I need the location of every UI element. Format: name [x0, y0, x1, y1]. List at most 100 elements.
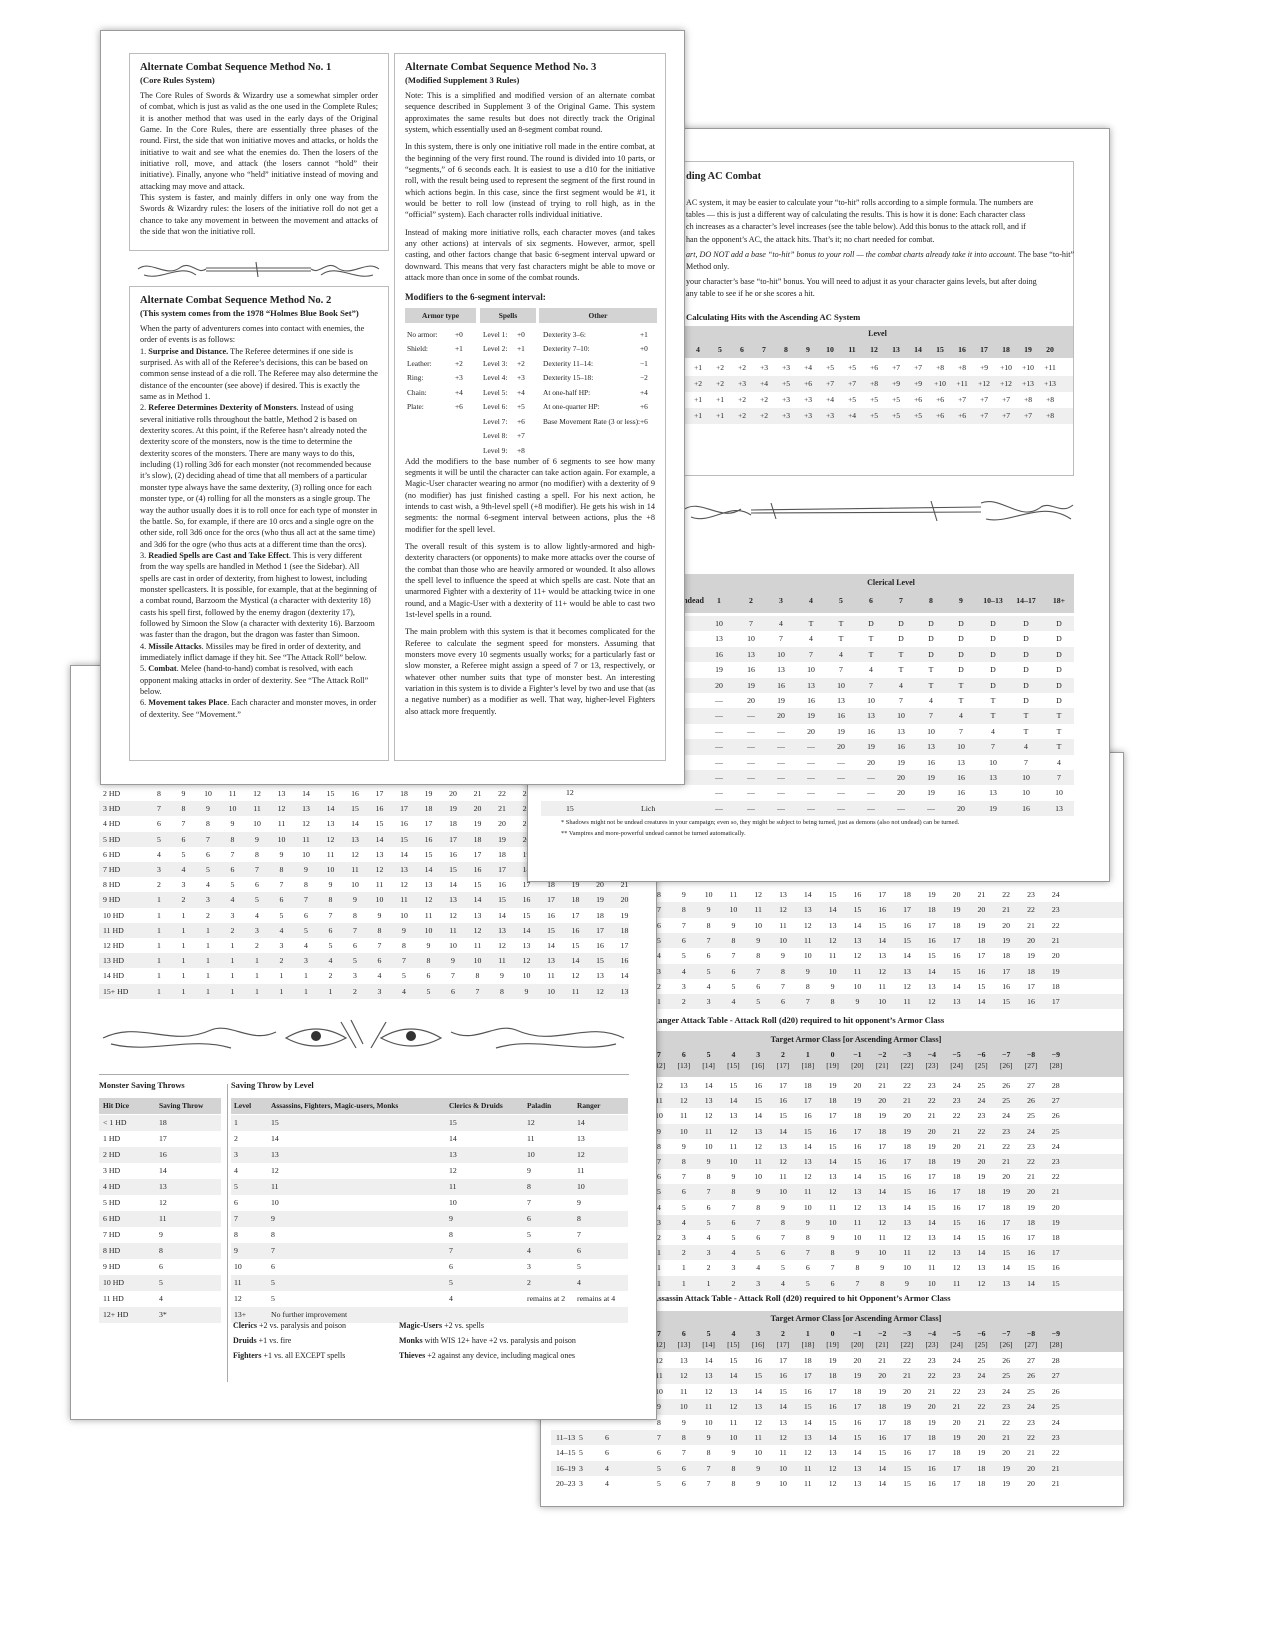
- table-cell: 18: [596, 910, 604, 920]
- table-cell: 2: [527, 1278, 531, 1287]
- table-cell: 7: [271, 1246, 275, 1255]
- table-cell: 22: [1002, 1141, 1011, 1151]
- table-cell: 12: [679, 1096, 688, 1106]
- table-cell: −4: [927, 1329, 936, 1338]
- table-cell: 10 HD: [103, 1278, 125, 1287]
- table-cell: 10: [828, 966, 837, 976]
- table-cell: —: [747, 711, 755, 721]
- table-cell: 13: [853, 1187, 862, 1197]
- table-cell: 4: [959, 711, 963, 721]
- table-cell: 9: [805, 966, 810, 976]
- other-cell: −2: [640, 373, 648, 382]
- table-cell: 16: [400, 819, 408, 829]
- table-cell: 3: [779, 596, 783, 605]
- table-cell: 12: [952, 1263, 961, 1273]
- table-cell: 25: [1051, 1402, 1060, 1412]
- table-cell: 2 HD: [103, 1150, 121, 1159]
- table-cell: 11: [302, 834, 310, 844]
- table-cell: 26: [1002, 1356, 1011, 1365]
- table-cell: 6: [230, 865, 235, 874]
- table-cell: 6: [681, 1479, 686, 1489]
- table-cell: 11: [754, 1157, 762, 1166]
- table-cell: 9: [905, 1278, 909, 1288]
- table-cell: 11: [449, 925, 457, 935]
- table-cell: 6: [234, 1198, 238, 1207]
- table-cell: 15: [977, 981, 986, 991]
- table-cell: 10: [897, 711, 905, 721]
- table-cell: 11: [473, 941, 482, 950]
- table-cell: —: [747, 742, 755, 752]
- table-cell: 12: [729, 1126, 738, 1136]
- table-cell: 10: [777, 649, 785, 659]
- table-cell: 5: [230, 880, 235, 890]
- table-cell: 20: [498, 819, 506, 829]
- table-cell: 1: [255, 986, 259, 996]
- table-cell: 8: [805, 1233, 810, 1242]
- table-cell: [19]: [826, 1340, 839, 1349]
- table-cell: 15: [828, 1417, 837, 1427]
- table-cell: 18: [828, 1371, 837, 1381]
- table-cell: 9: [830, 981, 835, 991]
- bonus-magic-users: Magic-Users +2 vs. spells: [399, 1321, 484, 1330]
- table-cell: 2: [781, 1329, 785, 1338]
- table-row: [12] [13] [14] [15] [16] [17] [18] [19] [20] [21]…: [641, 1060, 1123, 1071]
- table-cell: 5: [449, 1278, 453, 1287]
- table-cell: T: [838, 634, 844, 644]
- table-cell: 4 HD: [103, 1182, 121, 1191]
- table-cell: 21: [1051, 1463, 1060, 1473]
- bonus-thieves: Thieves +2 against any device, including…: [399, 1351, 576, 1360]
- table-cell: 12: [779, 905, 787, 915]
- table-cell: 1: [279, 986, 284, 996]
- table-cell: D: [1023, 619, 1029, 628]
- table-cell: 2: [279, 956, 284, 966]
- table-cell: 1: [181, 971, 186, 981]
- table-cell: −5: [952, 1329, 961, 1338]
- table-cell: 7: [869, 680, 873, 690]
- table-cell: 18: [400, 789, 408, 798]
- table-cell: 13: [803, 1157, 812, 1166]
- table-cell: 8: [929, 596, 933, 605]
- mst-header-hit-dice: Hit Dice: [103, 1101, 130, 1110]
- table-cell: 4: [234, 1166, 238, 1175]
- table-cell: 16: [779, 1371, 787, 1381]
- asc-level-label: Level: [868, 329, 887, 338]
- table-cell: 12: [277, 804, 286, 814]
- table-cell: —: [715, 696, 723, 705]
- table-cell: 22: [1051, 1172, 1060, 1182]
- table-row: 13 10 7 4 T T D D D D D D: [541, 631, 1074, 646]
- table-cell: 13: [989, 788, 997, 798]
- table-cell: 4: [839, 649, 843, 659]
- method-1-paragraph: This system is faster, and mainly differ…: [140, 193, 378, 237]
- table-cell: [24]: [950, 1340, 963, 1349]
- table-cell: 9: [731, 920, 736, 930]
- table-cell: 19: [903, 1126, 911, 1136]
- table-cell: 5: [353, 956, 357, 966]
- table-cell: 12: [159, 1198, 167, 1207]
- table-cell: 12: [779, 1433, 787, 1442]
- table-cell: 19: [977, 1448, 986, 1458]
- table-cell: 12: [522, 956, 531, 966]
- table-cell: +3: [781, 363, 791, 372]
- table-cell: —: [747, 757, 755, 767]
- table-cell: 1: [805, 1050, 810, 1059]
- table-cell: —: [837, 757, 845, 767]
- table-cell: 3: [579, 1463, 583, 1473]
- table-cell: 20: [1027, 1463, 1035, 1473]
- table-cell: —: [807, 803, 815, 813]
- table-cell: 11: [655, 1371, 663, 1381]
- table-cell: 1: [181, 941, 186, 950]
- bonus-fighters: Fighters +1 vs. all EXCEPT spells: [233, 1351, 346, 1360]
- table-cell: 15: [903, 1187, 911, 1197]
- table-cell: 9: [756, 1479, 761, 1489]
- table-cell: 8: [706, 920, 711, 930]
- table-cell: +5: [781, 379, 791, 388]
- table-cell: —: [867, 773, 875, 782]
- table-cell: 14: [878, 1479, 887, 1489]
- table-cell: 12: [828, 935, 837, 945]
- table-cell: 19: [777, 696, 785, 705]
- table-cell: T: [958, 680, 964, 690]
- table-cell: 24: [1027, 1402, 1035, 1412]
- armor-cell: +0: [455, 329, 463, 339]
- table-cell: 15: [547, 925, 555, 935]
- armor-cell: Chain:: [407, 387, 427, 397]
